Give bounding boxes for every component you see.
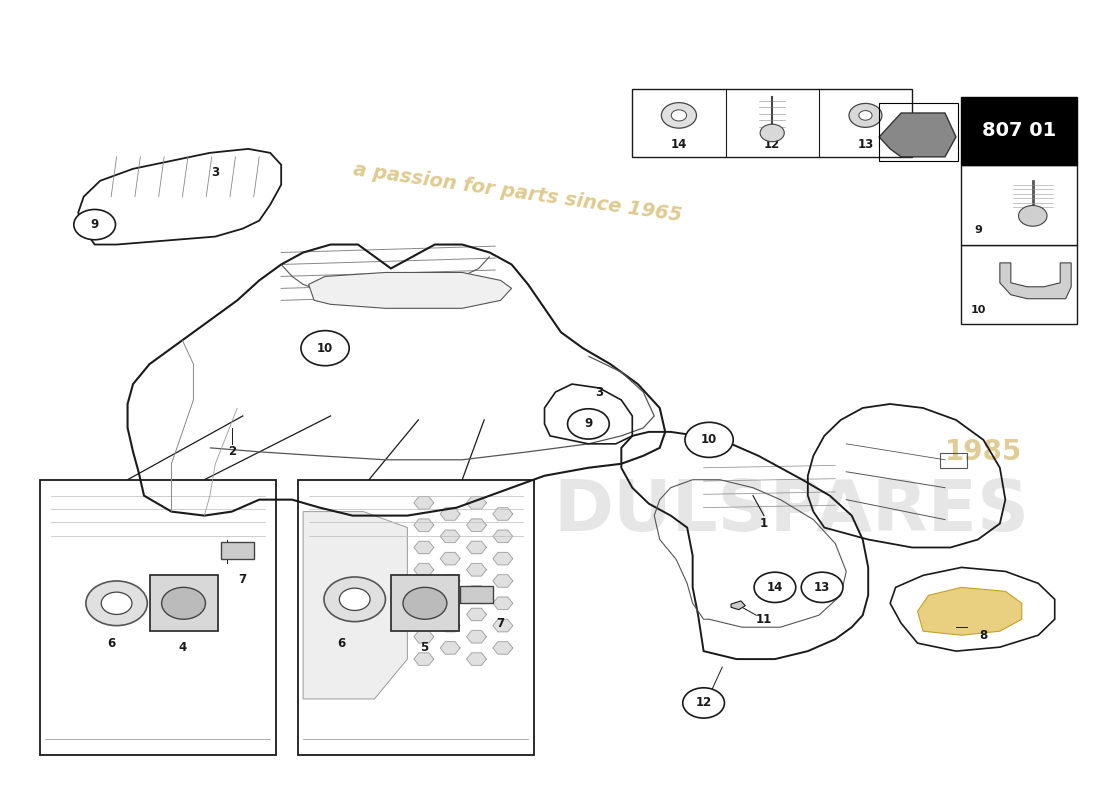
Polygon shape (466, 519, 486, 531)
Bar (40, 480, 276, 754)
Text: 3: 3 (211, 166, 219, 179)
Polygon shape (466, 542, 486, 554)
Text: 13: 13 (857, 138, 873, 150)
Bar (961, 165, 1077, 245)
Polygon shape (414, 542, 433, 554)
Polygon shape (917, 587, 1022, 635)
Circle shape (301, 330, 349, 366)
Bar (298, 480, 534, 754)
Polygon shape (440, 508, 460, 520)
Bar (390, 575, 459, 631)
Bar (632, 89, 912, 157)
Bar (879, 103, 958, 161)
Circle shape (859, 110, 872, 120)
Circle shape (1019, 206, 1047, 226)
Text: 3: 3 (595, 386, 604, 398)
Text: 7: 7 (239, 573, 246, 586)
Bar (460, 586, 493, 603)
Polygon shape (493, 597, 513, 610)
Polygon shape (440, 553, 460, 565)
Text: 8: 8 (979, 629, 988, 642)
Text: 2: 2 (228, 446, 235, 458)
Circle shape (801, 572, 843, 602)
Circle shape (760, 124, 784, 142)
Text: 9: 9 (584, 418, 593, 430)
Polygon shape (440, 619, 460, 632)
Polygon shape (493, 553, 513, 565)
Text: DULSPARES: DULSPARES (553, 477, 1030, 546)
Bar (961, 97, 1077, 165)
Polygon shape (440, 530, 460, 542)
Text: 6: 6 (107, 637, 116, 650)
Circle shape (403, 587, 447, 619)
Text: 14: 14 (671, 138, 688, 150)
Polygon shape (493, 508, 513, 520)
Text: 10: 10 (317, 342, 333, 354)
Polygon shape (309, 273, 512, 308)
Polygon shape (466, 563, 486, 576)
Polygon shape (466, 497, 486, 509)
Text: 7: 7 (496, 617, 505, 630)
Polygon shape (304, 512, 407, 699)
Text: 9: 9 (974, 225, 982, 235)
Polygon shape (440, 597, 460, 610)
Polygon shape (414, 586, 433, 598)
Text: 11: 11 (756, 613, 772, 626)
Polygon shape (493, 530, 513, 542)
Polygon shape (414, 608, 433, 621)
Text: 13: 13 (814, 581, 830, 594)
Circle shape (74, 210, 116, 240)
Polygon shape (414, 519, 433, 531)
Circle shape (568, 409, 609, 439)
Circle shape (101, 592, 132, 614)
Bar (939, 454, 967, 468)
Circle shape (671, 110, 686, 121)
Polygon shape (414, 630, 433, 643)
Text: 1985: 1985 (945, 438, 1022, 466)
Bar (150, 575, 218, 631)
Polygon shape (879, 113, 956, 157)
Circle shape (661, 102, 696, 128)
Circle shape (86, 581, 147, 626)
Polygon shape (440, 642, 460, 654)
Polygon shape (493, 619, 513, 632)
Circle shape (339, 588, 370, 610)
Text: 10: 10 (970, 305, 986, 315)
Text: 4: 4 (178, 641, 187, 654)
Text: 5: 5 (420, 641, 428, 654)
Bar (221, 542, 254, 559)
Polygon shape (466, 630, 486, 643)
Text: 807 01: 807 01 (982, 122, 1056, 141)
Polygon shape (440, 574, 460, 587)
Text: 1: 1 (760, 517, 768, 530)
Polygon shape (732, 601, 746, 610)
Polygon shape (493, 574, 513, 587)
Circle shape (755, 572, 795, 602)
Circle shape (849, 103, 882, 127)
Text: 12: 12 (764, 138, 780, 150)
Polygon shape (414, 653, 433, 666)
Polygon shape (493, 642, 513, 654)
Circle shape (683, 688, 725, 718)
Text: 12: 12 (695, 697, 712, 710)
Circle shape (162, 587, 206, 619)
Polygon shape (414, 563, 433, 576)
Text: 9: 9 (90, 218, 99, 231)
Polygon shape (1000, 263, 1071, 298)
Polygon shape (414, 497, 433, 509)
Circle shape (685, 422, 734, 458)
Bar (961, 245, 1077, 324)
Polygon shape (466, 586, 486, 598)
Text: 10: 10 (701, 434, 717, 446)
Text: 6: 6 (338, 637, 345, 650)
Polygon shape (466, 608, 486, 621)
Text: 14: 14 (767, 581, 783, 594)
Text: a passion for parts since 1965: a passion for parts since 1965 (352, 160, 683, 226)
Circle shape (324, 577, 385, 622)
Polygon shape (466, 653, 486, 666)
